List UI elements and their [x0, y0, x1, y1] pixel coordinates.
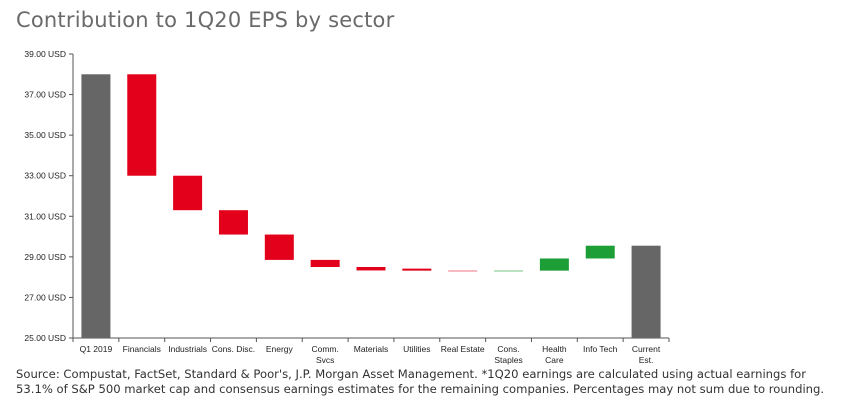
category-label: Real Estate [441, 344, 485, 354]
y-tick-label: 37.00 USD [24, 90, 66, 100]
category-label: Utilities [403, 344, 430, 354]
category-label: Est. [639, 355, 654, 365]
bar-negative [402, 268, 432, 271]
bar-negative [310, 259, 340, 267]
y-tick-label: 35.00 USD [24, 130, 66, 140]
category-label: Q1 2019 [80, 344, 113, 354]
category-label: Materials [354, 344, 388, 354]
category-label: Industrials [168, 344, 207, 354]
bar-total [631, 245, 661, 338]
bar-positive [585, 245, 615, 259]
y-tick-label: 33.00 USD [24, 171, 66, 181]
bar-negative [356, 267, 386, 271]
category-labels: Q1 2019 Financials Industrials Cons. Disc. E… [80, 344, 661, 365]
y-tick-label: 29.00 USD [24, 252, 66, 262]
bar-negative [127, 74, 157, 176]
category-label: Current [632, 344, 661, 354]
y-tick-label: 25.00 USD [24, 333, 66, 343]
bar-total [81, 74, 111, 339]
category-label: Staples [494, 355, 522, 365]
category-label: Info Tech [583, 344, 618, 354]
category-label: Financials [123, 344, 161, 354]
bar-negative_small [448, 270, 478, 272]
bar-positive [539, 258, 569, 271]
chart-title: Contribution to 1Q20 EPS by sector [16, 8, 395, 32]
category-label: Care [545, 355, 564, 365]
category-label: Cons. [497, 344, 519, 354]
category-label: Cons. Disc. [212, 344, 255, 354]
y-tick-label: 31.00 USD [24, 211, 66, 221]
bar-negative [218, 210, 248, 235]
category-label: Svcs [316, 355, 334, 365]
bar-positive_small [494, 270, 524, 272]
chart-axes: 25.00 USD 27.00 USD 29.00 USD 31.00 USD 33.0… [24, 49, 670, 343]
y-tick-label: 39.00 USD [24, 49, 66, 59]
category-label: Energy [266, 344, 294, 354]
y-tick-label: 27.00 USD [24, 292, 66, 302]
source-note: Source: Compustat, FactSet, Standard & P… [16, 367, 825, 396]
bar-negative [173, 175, 203, 211]
category-label: Health [542, 344, 567, 354]
chart-bars [81, 74, 661, 339]
bar-negative [264, 234, 294, 260]
category-label: Comm. [311, 344, 338, 354]
waterfall-chart: 25.00 USD 27.00 USD 29.00 USD 31.00 USD 33.0… [24, 49, 670, 365]
